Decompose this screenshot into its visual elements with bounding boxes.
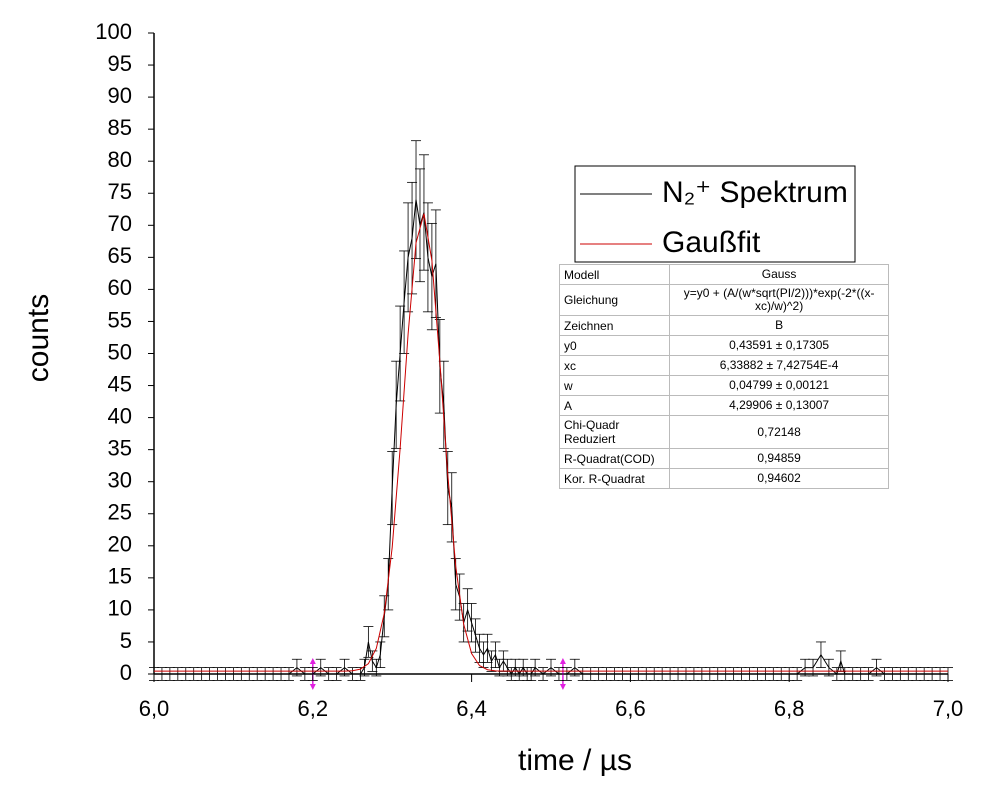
fit-key: Zeichnen [558,315,671,336]
y-axis-label: counts [22,294,55,382]
y-tick-label: 50 [108,339,132,364]
x-tick-label: 6,8 [774,696,805,721]
y-tick-label: 80 [108,147,132,172]
y-tick-label: 95 [108,51,132,76]
fit-key: Gleichung [558,284,671,316]
y-tick-label: 75 [108,179,132,204]
fit-key: Modell [558,264,671,285]
fit-value: B [669,315,889,336]
legend-box [574,165,856,263]
fit-key: Chi-Quadr Reduziert [558,415,671,449]
fit-key: w [558,375,671,396]
fit-row: Chi-Quadr Reduziert 0,72148 [558,415,889,449]
y-tick-label: 45 [108,371,132,396]
y-tick-label: 0 [120,660,132,685]
legend-label: Gaußfit [662,226,761,259]
y-tick-label: 60 [108,275,132,300]
fit-value: 0,43591 ± 0,17305 [669,335,889,356]
fit-key: Kor. R-Quadrat [558,468,671,489]
fit-value: Gauss [669,264,889,285]
y-tick-label: 15 [108,564,132,589]
y-tick-label: 5 [120,628,132,653]
y-tick-label: 100 [95,19,132,44]
x-tick-label: 6,6 [615,696,646,721]
fit-row: w 0,04799 ± 0,00121 [558,375,889,396]
fit-row: y0 0,43591 ± 0,17305 [558,335,889,356]
fit-key: R-Quadrat(COD) [558,448,671,469]
x-axis-label: time / µs [518,744,632,777]
y-tick-label: 85 [108,115,132,140]
fit-value: 0,94602 [669,468,889,489]
fit-value: 0,04799 ± 0,00121 [669,375,889,396]
fit-value: 0,72148 [669,415,889,449]
x-tick-label: 6,2 [298,696,329,721]
fit-key: xc [558,355,671,376]
fit-value: y=y0 + (A/(w*sqrt(PI/2)))*exp(-2*((x-xc)… [669,284,889,316]
fit-row: A 4,29906 ± 0,13007 [558,395,889,416]
fit-row: Gleichung y=y0 + (A/(w*sqrt(PI/2)))*exp(-… [558,284,889,316]
fit-value: 6,33882 ± 7,42754E-4 [669,355,889,376]
x-tick-label: 6,0 [139,696,170,721]
fit-key: A [558,395,671,416]
x-tick-label: 7,0 [933,696,964,721]
fit-value: 0,94859 [669,448,889,469]
y-tick-label: 35 [108,435,132,460]
y-tick-label: 20 [108,532,132,557]
fit-table: Modell Gauss Gleichung y=y0 + (A/(w*sqrt(PI… [558,264,889,489]
legend-label: N₂⁺ Spektrum [662,176,848,209]
fit-row: Modell Gauss [558,264,889,285]
fit-key: y0 [558,335,671,356]
series-line [154,213,948,672]
legend: N₂⁺ Spektrum Gaußfit [574,165,856,263]
fit-row: Zeichnen B [558,315,889,336]
fit-row: xc 6,33882 ± 7,42754E-4 [558,355,889,376]
y-tick-label: 25 [108,500,132,525]
y-tick-label: 65 [108,243,132,268]
y-tick-label: 30 [108,468,132,493]
y-tick-label: 90 [108,83,132,108]
fit-row: R-Quadrat(COD) 0,94859 [558,448,889,469]
x-tick-label: 6,4 [456,696,487,721]
y-tick-label: 40 [108,403,132,428]
fit-value: 4,29906 ± 0,13007 [669,395,889,416]
y-tick-label: 10 [108,596,132,621]
fit-row: Kor. R-Quadrat 0,94602 [558,468,889,489]
y-tick-label: 70 [108,211,132,236]
y-tick-label: 55 [108,307,132,332]
